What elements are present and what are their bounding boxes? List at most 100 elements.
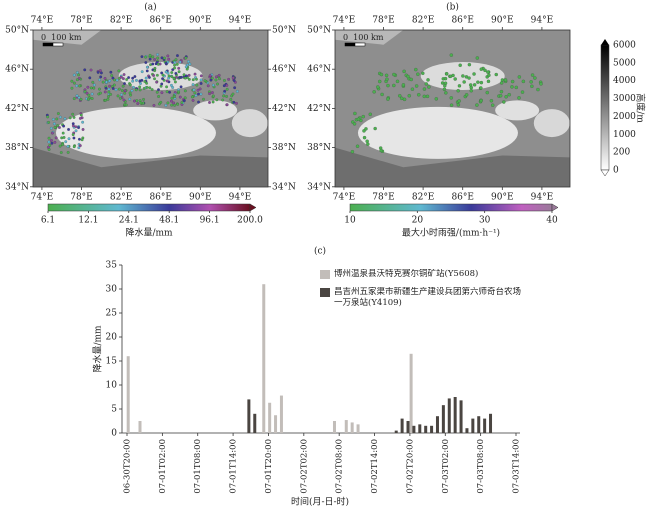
station-dot (500, 78, 505, 82)
station-dot (148, 57, 152, 61)
bar (483, 418, 487, 433)
station-dot (235, 101, 238, 105)
station-dot (50, 141, 54, 145)
station-dot (87, 97, 90, 101)
basin (193, 100, 238, 121)
station-dot (174, 58, 178, 62)
station-dot (83, 90, 87, 93)
station-dot (504, 95, 508, 99)
station-dot (462, 80, 466, 84)
colorbar-tick: 200.0 (237, 216, 263, 226)
station-dot (392, 83, 396, 88)
station-dot (122, 98, 126, 102)
station-dot (402, 69, 406, 74)
station-dot (191, 78, 195, 82)
station-dot (53, 140, 57, 144)
station-dot (70, 79, 74, 83)
y-tick-label: 30 (106, 285, 118, 295)
lat-label: 50°N (307, 26, 331, 36)
station-dot (61, 143, 64, 147)
bar (459, 400, 463, 433)
station-dot (92, 83, 96, 87)
station-dot (467, 62, 472, 67)
station-dot (208, 74, 212, 77)
elevation-tick: 6000 (613, 41, 636, 51)
lon-label: 78°E (372, 193, 395, 203)
station-dot (81, 120, 85, 124)
colorbar-title: 降水量/mm (125, 227, 173, 239)
station-dot (89, 86, 93, 90)
station-dot (530, 84, 534, 88)
station-dot (127, 76, 131, 79)
station-dot (109, 93, 113, 96)
station-dot (184, 65, 188, 69)
station-dot (223, 79, 226, 82)
station-dot (63, 117, 67, 121)
x-axis-label: 时间(月-日-时) (291, 496, 349, 508)
station-dot (117, 69, 121, 73)
station-dot (59, 151, 63, 154)
station-dot (88, 76, 92, 80)
station-dot (75, 94, 79, 98)
station-dot (112, 83, 116, 87)
station-dot (132, 85, 135, 89)
station-dot (105, 80, 108, 84)
station-dot (514, 85, 518, 90)
station-dot (103, 90, 107, 94)
x-tick-label: 07-02T14:00 (370, 439, 380, 494)
station-dot (362, 135, 367, 140)
elevation-tick: 4000 (613, 76, 636, 86)
station-dot (141, 101, 145, 105)
station-dot (379, 148, 383, 153)
station-dot (164, 70, 168, 74)
station-dot (66, 150, 70, 154)
station-dot (153, 77, 156, 81)
lon-label: 94°E (229, 193, 252, 203)
colorbar-tick: 96.1 (200, 216, 220, 226)
station-dot (103, 76, 107, 80)
station-dot (361, 114, 365, 119)
legend-label: 博州温泉县沃特克赛尔铜矿站(Y5608) (334, 269, 479, 279)
bar (477, 416, 481, 433)
lon-label: 74°E (333, 16, 356, 26)
x-tick-label: 07-01T14:00 (229, 439, 239, 494)
station-dot (530, 73, 535, 77)
bar (435, 416, 439, 433)
station-dot (469, 85, 473, 90)
station-dot (464, 93, 469, 97)
station-dot (235, 90, 239, 93)
station-dot (55, 117, 59, 121)
station-dot (64, 140, 68, 144)
station-dot (68, 116, 72, 120)
station-dot (70, 86, 74, 90)
station-dot (475, 56, 480, 60)
station-dot (114, 88, 118, 92)
colorbar-tick: 48.1 (159, 216, 179, 226)
station-dot (120, 89, 124, 93)
station-dot (362, 129, 366, 133)
station-dot (410, 87, 415, 91)
station-dot (510, 85, 514, 89)
station-dot (350, 150, 355, 154)
station-dot (152, 103, 156, 107)
station-dot (167, 74, 171, 78)
station-dot (46, 115, 50, 119)
station-dot (136, 102, 140, 105)
station-dot (499, 89, 504, 94)
bar (332, 421, 336, 433)
station-dot (92, 86, 96, 90)
station-dot (457, 84, 462, 88)
station-dot (378, 79, 382, 84)
station-dot (217, 73, 221, 77)
station-dot (458, 63, 462, 67)
elevation-bar (600, 44, 610, 171)
lon-label: 90°E (491, 16, 514, 26)
station-dot (47, 136, 51, 140)
x-tick-label: 07-02T02:00 (299, 439, 309, 494)
station-dot (231, 76, 235, 80)
station-dot (193, 91, 197, 95)
station-dot (156, 62, 160, 66)
lon-label: 82°E (412, 16, 435, 26)
station-dot (98, 78, 101, 82)
station-dot (366, 142, 370, 146)
